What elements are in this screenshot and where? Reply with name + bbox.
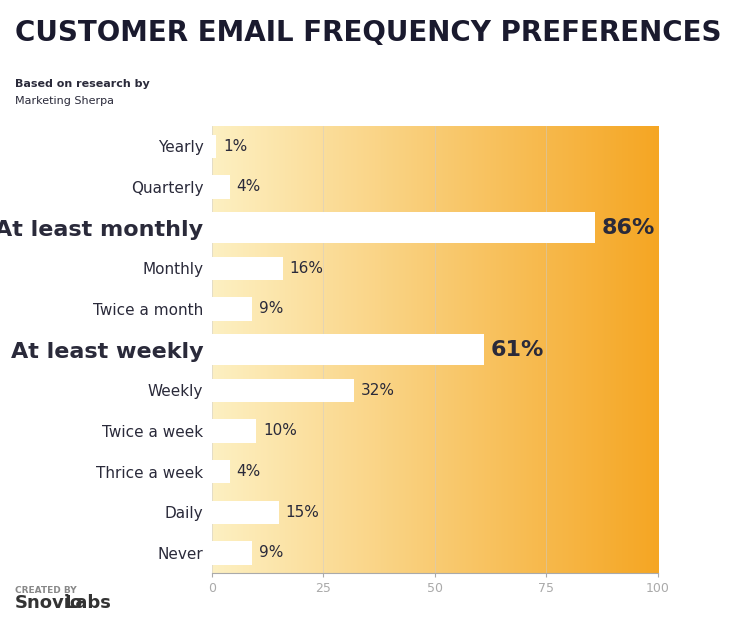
Text: 1%: 1% xyxy=(223,139,247,154)
Text: 10%: 10% xyxy=(263,423,297,438)
Text: Labs: Labs xyxy=(64,594,111,612)
Bar xyxy=(212,460,230,483)
Text: 4%: 4% xyxy=(236,464,261,479)
Text: 15%: 15% xyxy=(285,505,319,520)
Text: 9%: 9% xyxy=(259,546,283,561)
Text: 9%: 9% xyxy=(259,302,283,316)
Text: 4%: 4% xyxy=(236,180,261,195)
Text: CREATED BY: CREATED BY xyxy=(15,587,77,595)
Bar xyxy=(212,175,230,199)
Text: Marketing Sherpa: Marketing Sherpa xyxy=(15,96,114,106)
Text: Based on research by: Based on research by xyxy=(15,79,150,89)
Bar xyxy=(212,256,283,280)
Text: 86%: 86% xyxy=(602,217,655,238)
Bar xyxy=(212,419,256,443)
Bar xyxy=(212,379,355,402)
Text: 61%: 61% xyxy=(491,340,544,360)
Bar xyxy=(212,541,252,564)
Text: Snovio: Snovio xyxy=(15,594,83,612)
Text: CUSTOMER EMAIL FREQUENCY PREFERENCES: CUSTOMER EMAIL FREQUENCY PREFERENCES xyxy=(15,19,722,47)
Bar xyxy=(212,212,595,243)
Text: 32%: 32% xyxy=(361,383,395,398)
Bar xyxy=(212,335,484,365)
Bar xyxy=(212,135,216,158)
Bar xyxy=(212,500,278,524)
Bar xyxy=(212,297,252,321)
Text: 16%: 16% xyxy=(290,261,324,276)
